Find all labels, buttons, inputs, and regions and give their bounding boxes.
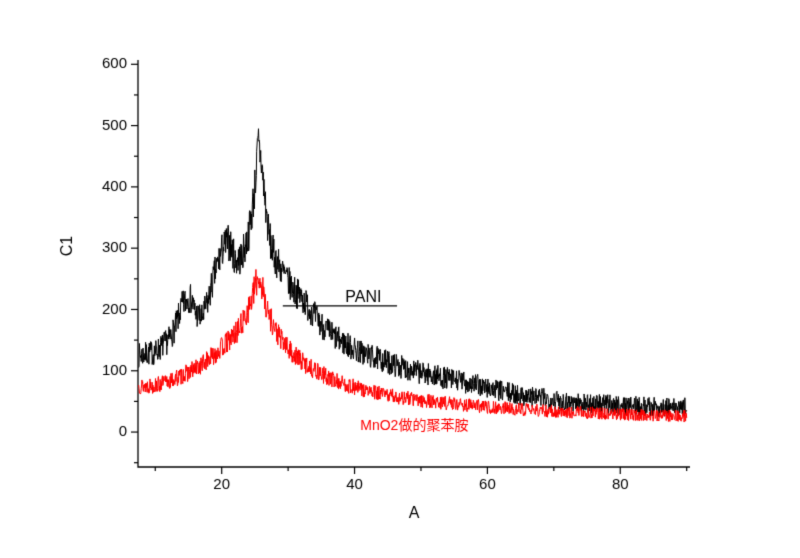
xrd-chart-figure <box>0 0 800 558</box>
chart-canvas <box>0 0 800 558</box>
